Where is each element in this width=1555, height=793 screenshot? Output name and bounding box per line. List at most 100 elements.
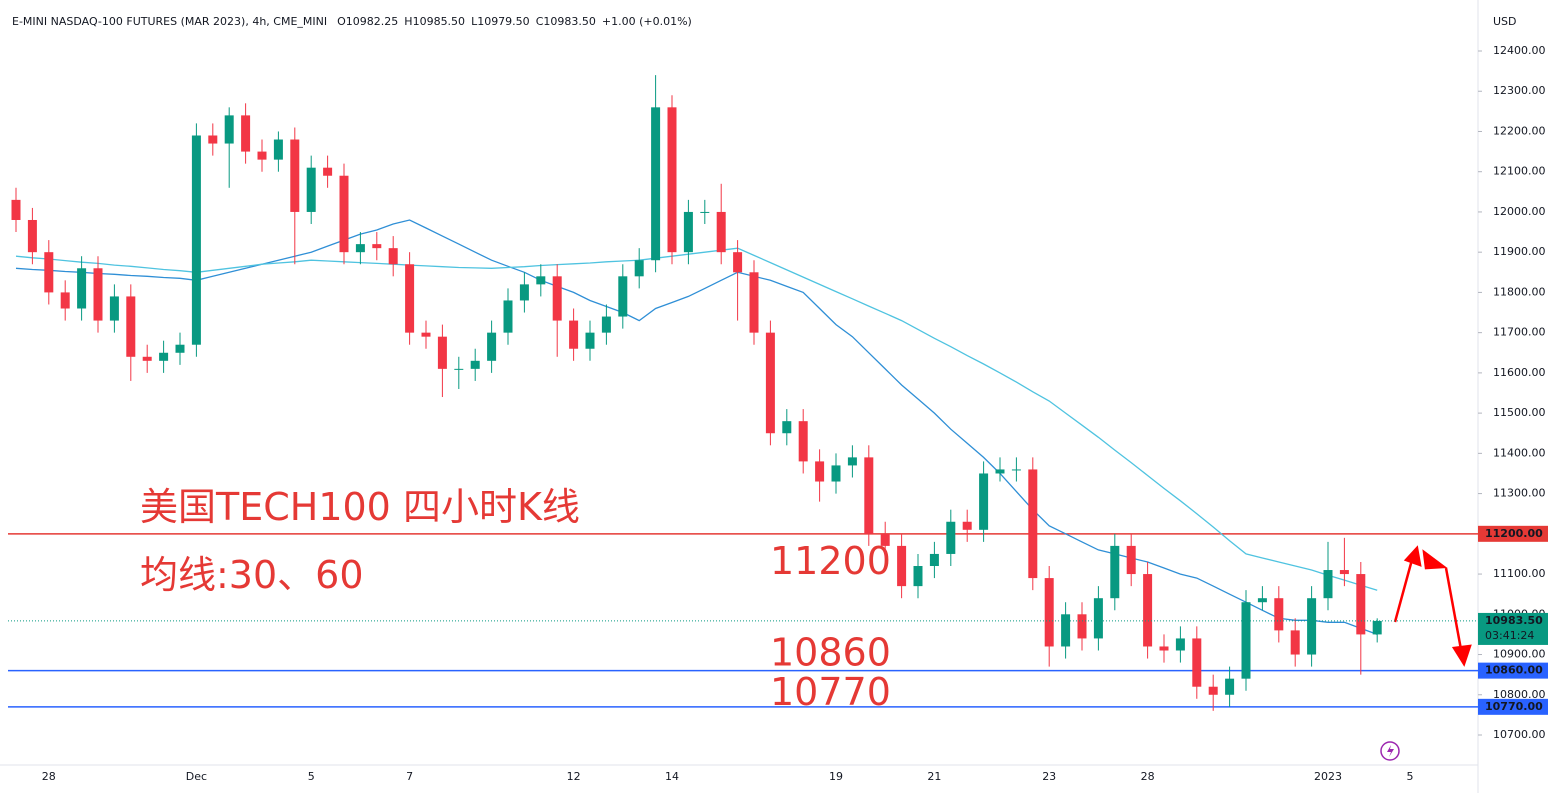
x-tick-label: 5 [308, 770, 315, 783]
candle-body [372, 244, 382, 249]
ohlc-value: L10979.50 [471, 15, 530, 28]
candle-body [339, 175, 349, 253]
x-tick-label: 2023 [1314, 770, 1342, 783]
candle-body [700, 211, 710, 213]
candle-body [77, 268, 87, 309]
ohlc-value: C10983.50 [536, 15, 596, 28]
candle-body [1093, 598, 1103, 639]
candle-body [1126, 545, 1136, 575]
arrow-head [1451, 644, 1472, 667]
current-price-tag [1478, 612, 1548, 645]
level-tag [1478, 525, 1548, 542]
alert-icon[interactable] [1380, 741, 1400, 761]
candle-body [1159, 646, 1169, 651]
y-tick-label: 12400.00 [1493, 44, 1546, 57]
candle-body [1356, 574, 1366, 635]
candle-body [355, 244, 365, 253]
ma-line [15, 247, 1378, 591]
candle-body [716, 211, 726, 253]
candle-body [1192, 638, 1202, 687]
candle-body [1241, 602, 1251, 679]
candle-body [765, 332, 775, 434]
candle-body [273, 139, 283, 160]
candle-body [634, 260, 644, 277]
candle-body [929, 553, 939, 567]
candle-body [831, 465, 841, 482]
candle-body [290, 139, 300, 212]
ma-line [15, 219, 1378, 636]
x-tick-label: 5 [1407, 770, 1414, 783]
y-tick-label: 10800.00 [1493, 688, 1546, 701]
level-tag [1478, 698, 1548, 715]
currency: USD [1493, 15, 1517, 28]
level-tag-label: 11200.00 [1485, 527, 1543, 540]
level-tag-label: 10860.00 [1485, 664, 1543, 677]
x-tick-label: 14 [665, 770, 679, 783]
candle-body [159, 352, 169, 361]
candle-body [1257, 598, 1267, 603]
countdown: 03:41:24 [1485, 629, 1534, 642]
header: E-MINI NASDAQ-100 FUTURES (MAR 2023), 4h… [12, 15, 692, 28]
candle-body [175, 344, 185, 353]
candle-body [1077, 614, 1087, 639]
candle-body [421, 332, 431, 337]
candle-body [388, 248, 398, 265]
arrow-head [1422, 549, 1448, 570]
x-tick-label: 7 [406, 770, 413, 783]
candle-body [109, 296, 119, 321]
candle-body [487, 332, 497, 361]
candle-body [11, 199, 21, 220]
candle-body [257, 151, 267, 160]
candle-body [1323, 570, 1333, 599]
candle-body [405, 264, 415, 333]
candle-body [44, 252, 54, 293]
candle-body [1011, 469, 1021, 471]
candle-body [798, 421, 808, 462]
candle-body [913, 566, 923, 587]
candle-body [306, 167, 316, 212]
candle-body [1028, 469, 1038, 579]
candle-body [1372, 620, 1382, 635]
x-tick-label: 28 [42, 770, 56, 783]
candle-body [60, 292, 70, 309]
y-tick-label: 12300.00 [1493, 84, 1546, 97]
candle-body [946, 521, 956, 554]
candle-body [503, 300, 513, 333]
candle-body [995, 469, 1005, 474]
level-note: 10770 [770, 670, 891, 714]
candle-body [979, 473, 989, 530]
candle-body [1143, 574, 1153, 647]
y-tick-label: 12100.00 [1493, 165, 1546, 178]
candle-body [569, 320, 579, 349]
level-tag-label: 10770.00 [1485, 700, 1543, 713]
level-tag [1478, 662, 1548, 679]
candle-body [1339, 570, 1349, 575]
candle-body [224, 115, 234, 144]
candle-body [782, 421, 792, 434]
y-tick-label: 10700.00 [1493, 728, 1546, 741]
y-tick-label: 12200.00 [1493, 124, 1546, 137]
arrow [1444, 567, 1464, 656]
y-tick-label: 12000.00 [1493, 205, 1546, 218]
forecast-arrows [1393, 545, 1472, 667]
candle-body [1290, 630, 1300, 655]
candle-body [1274, 598, 1284, 631]
x-tick-label: 21 [927, 770, 941, 783]
x-tick-label: 28 [1141, 770, 1155, 783]
candle-body [142, 356, 152, 361]
y-tick-label: 11500.00 [1493, 406, 1546, 419]
candle-body [323, 167, 333, 176]
y-tick-label: 11800.00 [1493, 285, 1546, 298]
candle-body [1307, 598, 1317, 655]
candle-body [651, 107, 661, 261]
candle-body [191, 135, 201, 345]
y-tick-label: 11600.00 [1493, 366, 1546, 379]
y-tick-label: 11100.00 [1493, 567, 1546, 580]
candle-body [27, 219, 37, 253]
candle-body [470, 360, 480, 369]
arrow-head [1403, 545, 1422, 567]
y-tick-label: 11400.00 [1493, 446, 1546, 459]
y-tick-label: 10900.00 [1493, 648, 1546, 661]
x-tick-label: 12 [567, 770, 581, 783]
candle-body [1110, 545, 1120, 599]
